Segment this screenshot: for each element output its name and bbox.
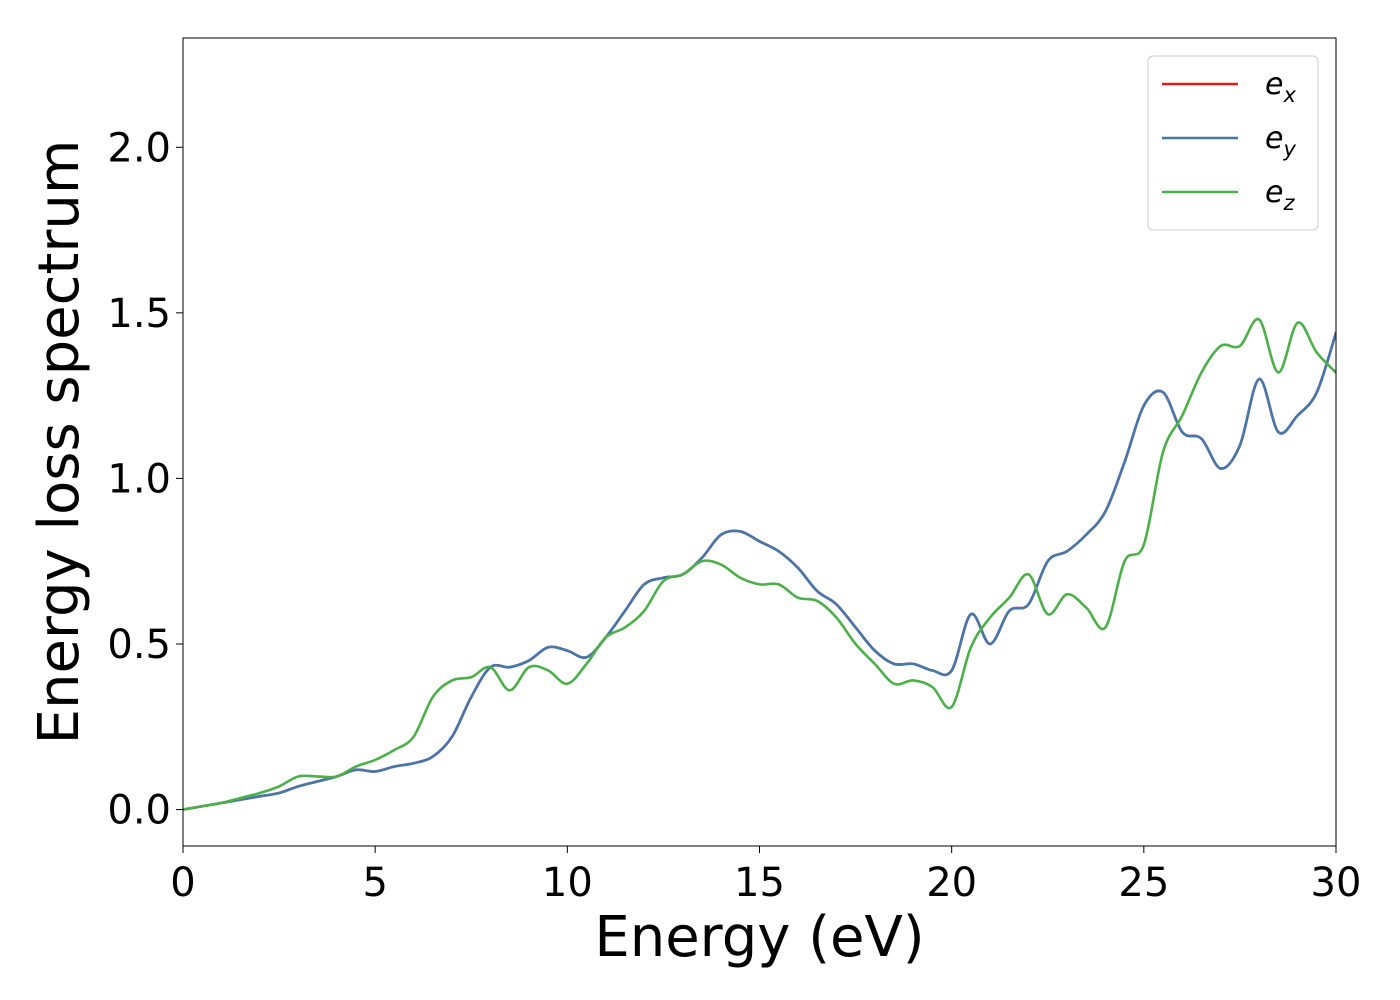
y-tick-label: 0.5	[107, 622, 171, 668]
x-tick-label: 10	[542, 860, 593, 906]
legend-label-base: e	[1265, 67, 1283, 102]
legend-item-x: ex	[1162, 67, 1296, 107]
series-layer	[183, 317, 1336, 811]
x-axis-ticks: 0 5 10 15 20 25 30	[170, 846, 1361, 906]
legend-label-subscript: x	[1282, 83, 1296, 107]
x-axis-label: Energy (eV)	[594, 905, 924, 970]
legend-label: ex	[1265, 67, 1296, 107]
x-tick-label: 30	[1311, 860, 1362, 906]
y-tick-label: 1.0	[107, 456, 171, 502]
x-tick-label: 5	[362, 860, 387, 906]
legend-label-subscript: z	[1282, 191, 1295, 215]
y-tick-label: 2.0	[107, 125, 171, 171]
legend-label: ey	[1265, 121, 1296, 161]
y-tick-label: 0.0	[107, 788, 171, 834]
legend-label-base: e	[1265, 121, 1283, 156]
x-tick-label: 15	[734, 860, 785, 906]
y-axis-label: Energy loss spectrum	[27, 140, 92, 745]
x-tick-label: 0	[170, 860, 195, 906]
legend-label: ez	[1265, 175, 1295, 215]
plot-area	[182, 37, 1337, 847]
legend-label-base: e	[1265, 175, 1283, 210]
y-tick-label: 1.5	[107, 291, 171, 337]
legend-item-y: ey	[1162, 121, 1296, 161]
y-axis-ticks: 0.0 0.5 1.0 1.5 2.0	[107, 125, 183, 834]
x-tick-label: 25	[1118, 860, 1169, 906]
legend-box	[1147, 55, 1319, 231]
series-line-y	[183, 331, 1336, 811]
x-tick-label: 20	[926, 860, 977, 906]
legend-label-subscript: y	[1282, 137, 1296, 161]
legend-item-z: ez	[1162, 175, 1295, 215]
series-line-z	[183, 317, 1336, 811]
